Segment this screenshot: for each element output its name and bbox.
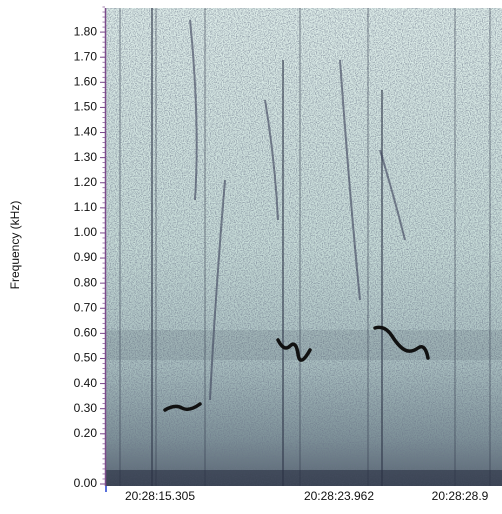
y-tick-label: 0.60 [74,326,98,340]
y-tick-label: 0.50 [74,351,98,365]
y-tick-label: 1.30 [74,150,98,164]
y-axis-label: Frequency (kHz) [8,201,22,290]
y-tick-label: 1.70 [74,49,98,63]
y-tick-label: 0.30 [74,401,98,415]
y-tick-label: 1.50 [74,100,98,114]
y-tick-label: 0.40 [74,376,98,390]
y-tick-label: 0.70 [74,300,98,314]
y-tick-label: 0.80 [74,275,98,289]
y-tick-label: 1.80 [74,24,98,38]
y-tick-label: 1.40 [74,125,98,139]
y-tick-label: 1.00 [74,225,98,239]
x-time-label: 20:28:28.9 [432,489,489,503]
y-tick-label: 0.20 [74,426,98,440]
y-tick-label: 1.60 [74,74,98,88]
y-tick-label: 1.20 [74,175,98,189]
spectrogram-image [106,8,502,486]
y-tick-label: 0.90 [74,250,98,264]
y-tick-label: 1.10 [74,200,98,214]
x-time-label: 20:28:23.962 [304,489,374,503]
x-time-label: 20:28:15.305 [125,489,195,503]
y-tick-label: 0.00 [74,476,98,490]
